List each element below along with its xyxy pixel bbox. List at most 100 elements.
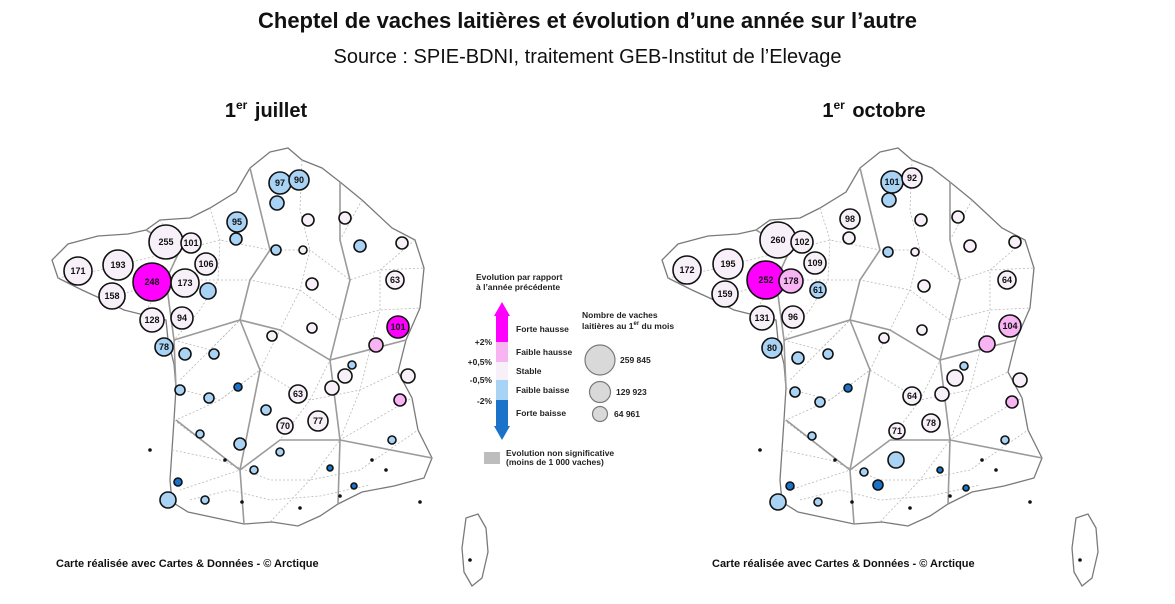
bubble-label: 77 [313, 416, 323, 426]
bubble-label: 96 [788, 312, 798, 322]
department-bubble [195, 429, 205, 439]
department-bubble [301, 213, 315, 227]
department-bubble [305, 277, 319, 291]
department-bubble [882, 246, 894, 258]
legend-swatch-faible-hausse [496, 342, 508, 362]
legend-nonsig-1: Evolution non significative [506, 448, 614, 458]
legend-class-forte-hausse: Forte hausse [516, 324, 569, 334]
department-bubble [901, 167, 923, 189]
bubble-label: 173 [177, 278, 192, 288]
department-bubble [386, 315, 410, 339]
department-bubble [997, 270, 1017, 290]
legend-threshold-4: -2% [477, 396, 493, 406]
bubble-label: 70 [280, 421, 290, 431]
legend-swatch-forte-hausse [496, 316, 508, 342]
department-bubble [790, 230, 814, 254]
department-bubble [962, 484, 970, 492]
bubble-label: 248 [144, 277, 159, 287]
legend-class-stable: Stable [516, 366, 542, 376]
department-bubble [307, 410, 329, 432]
bubble-label: 178 [783, 276, 798, 286]
department-bubble [63, 256, 93, 286]
department-bubble [337, 368, 353, 384]
bubble-label: 101 [390, 322, 405, 332]
legend-size-title-2: laitières au 1er du mois [582, 321, 674, 331]
department-bubble [761, 337, 783, 359]
legend-size-value-small: 64 961 [614, 409, 640, 419]
department-bubble [368, 337, 384, 353]
bubble-label: 97 [275, 178, 285, 188]
department-bubble [288, 169, 310, 191]
legend-size-circle-small [591, 405, 609, 423]
bubble-label: 102 [794, 237, 809, 247]
legend: Evolution par rapport à l’année précéden… [468, 272, 675, 467]
department-bubble [154, 337, 174, 357]
corsica-outline [1071, 513, 1099, 587]
department-bubble [306, 322, 318, 334]
legend-class-faible-baisse: Faible baisse [516, 385, 570, 395]
small-department-dot [298, 506, 302, 510]
legend-size-circle-large [584, 344, 616, 376]
department-bubble [288, 384, 308, 404]
department-bubble [98, 282, 126, 310]
department-bubble [229, 232, 243, 246]
department-bubble [353, 239, 367, 253]
department-bubble [194, 252, 218, 276]
department-bubble [946, 369, 964, 387]
department-bubble [170, 306, 194, 330]
france-outline [661, 147, 1043, 527]
department-bubble [393, 393, 407, 407]
department-bubble [1000, 435, 1010, 445]
page-subtitle: Source : SPIE-BDNI, traitement GEB-Insti… [333, 46, 842, 68]
department-bubble [159, 491, 177, 509]
small-department-dot [468, 558, 472, 562]
department-bubble [843, 383, 853, 393]
credit-july: Carte réalisée avec Cartes & Données - ©… [56, 558, 319, 570]
department-bubble [233, 437, 247, 451]
department-bubble [270, 244, 282, 256]
bubble-label: 171 [70, 266, 85, 276]
small-department-dot [418, 500, 422, 504]
department-bubble [347, 360, 357, 370]
department-bubble [914, 213, 928, 227]
legend-swatch-faible-baisse [496, 380, 508, 400]
legend-threshold-1: +2% [475, 337, 493, 347]
legend-swatch-forte-baisse [496, 400, 508, 426]
bubble-label: 95 [232, 217, 242, 227]
department-bubble [916, 324, 928, 336]
department-bubble [400, 368, 416, 384]
bubble-label: 104 [1002, 321, 1017, 331]
department-bubble [1012, 372, 1028, 388]
map-october: 172 195 159 260 102 252 109 178 61 131 96 80 98 101 92… [661, 147, 1099, 587]
department-bubble [180, 232, 202, 254]
small-department-dot [980, 458, 984, 462]
legend-threshold-2: +0,5% [468, 357, 493, 367]
small-department-dot [1028, 500, 1032, 504]
department-bubble [888, 422, 906, 440]
department-bubble [712, 248, 744, 280]
department-bubble [174, 384, 186, 396]
bubble-label: 252 [758, 275, 773, 285]
small-department-dot [758, 448, 762, 452]
department-bubble [266, 330, 278, 342]
department-bubble [350, 482, 358, 490]
department-bubble [934, 386, 950, 402]
legend-arrow-up [494, 302, 510, 316]
small-department-dot [994, 468, 998, 472]
department-bubble [173, 477, 183, 487]
department-bubble [813, 497, 823, 507]
small-department-dot [384, 468, 388, 472]
department-bubble [887, 451, 905, 469]
department-bubble [1008, 235, 1022, 249]
small-department-dot [908, 506, 912, 510]
department-bubble [807, 431, 817, 441]
bubble-label: 193 [110, 260, 125, 270]
bubble-label: 90 [294, 175, 304, 185]
department-bubble [749, 305, 775, 331]
small-department-dot [370, 458, 374, 462]
department-bubble [395, 236, 409, 250]
legend-threshold-3: -0,5% [470, 375, 493, 385]
small-department-dot [240, 500, 244, 504]
department-bubble [963, 239, 977, 253]
department-bubble [324, 380, 340, 396]
